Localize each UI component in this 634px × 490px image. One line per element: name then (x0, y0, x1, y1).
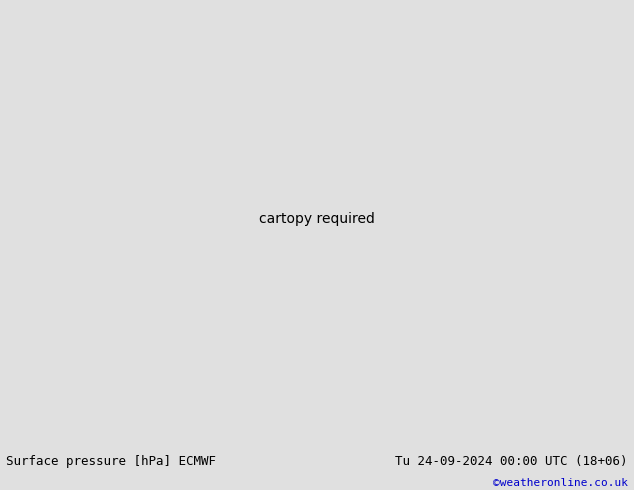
Text: ©weatheronline.co.uk: ©weatheronline.co.uk (493, 478, 628, 489)
Text: Tu 24-09-2024 00:00 UTC (18+06): Tu 24-09-2024 00:00 UTC (18+06) (395, 455, 628, 468)
Text: Surface pressure [hPa] ECMWF: Surface pressure [hPa] ECMWF (6, 455, 216, 468)
Text: cartopy required: cartopy required (259, 212, 375, 226)
